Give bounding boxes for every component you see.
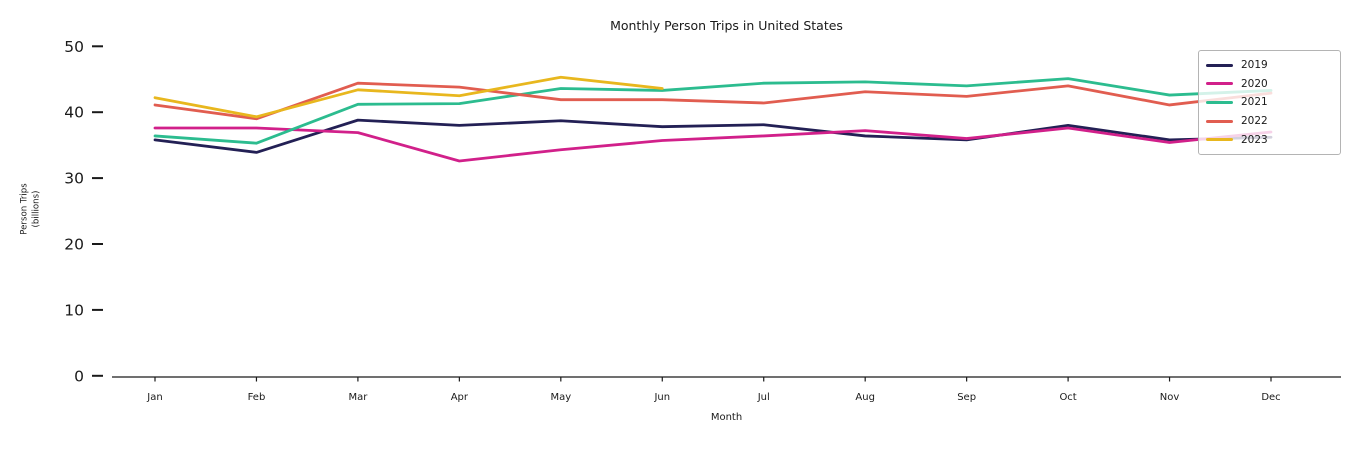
x-axis-label: Month <box>710 412 743 423</box>
y-tick-label: 10 <box>64 301 84 319</box>
series-line-2019 <box>153 118 1273 154</box>
legend-label-2020: 2020 <box>1241 77 1268 90</box>
y-tick-label: 40 <box>64 104 84 122</box>
x-tick-label: Dec <box>1261 392 1280 403</box>
y-tick-label: 50 <box>64 38 84 56</box>
legend-swatch-2019 <box>1206 63 1233 67</box>
series-line-2020 <box>153 126 1273 163</box>
x-tick-label: Jun <box>653 392 670 403</box>
legend-label-2022: 2022 <box>1241 115 1268 128</box>
legend-entry-2020: 2020 <box>1206 75 1332 94</box>
legend-entry-2022: 2022 <box>1206 112 1332 131</box>
legend: 2019 2020 2021 2022 2023 <box>1198 50 1341 155</box>
y-axis-label: Person Trips (billions) <box>19 183 42 234</box>
series-line-2022 <box>153 81 1273 121</box>
x-tick-label: Apr <box>451 392 469 403</box>
y-tick-label: 30 <box>64 170 84 188</box>
legend-label-2023: 2023 <box>1241 133 1268 146</box>
legend-entry-2021: 2021 <box>1206 93 1332 112</box>
x-tick-label: Jul <box>757 392 770 403</box>
legend-swatch-2023 <box>1206 138 1233 142</box>
legend-label-2021: 2021 <box>1241 96 1268 109</box>
legend-swatch-2022 <box>1206 119 1233 123</box>
legend-label-2019: 2019 <box>1241 59 1268 72</box>
y-axis-label-line2: (billions) <box>31 190 41 228</box>
x-tick-label: Feb <box>248 392 266 403</box>
x-tick-label: Mar <box>348 392 368 403</box>
x-tick-label: Oct <box>1059 392 1076 403</box>
x-tick-label: Sep <box>957 392 976 403</box>
x-tick-label: Jan <box>146 392 162 403</box>
chart-title: Monthly Person Trips in United States <box>610 18 843 33</box>
series-line-2023 <box>153 75 664 119</box>
legend-swatch-2021 <box>1206 100 1233 104</box>
x-tick-label: Aug <box>855 392 875 403</box>
x-tick-label: Nov <box>1160 392 1180 403</box>
y-tick-label: 0 <box>74 367 84 385</box>
legend-swatch-2020 <box>1206 82 1233 86</box>
y-axis-label-line1: Person Trips <box>19 183 30 235</box>
series-line-2021 <box>153 77 1273 145</box>
x-tick-label: May <box>550 392 571 403</box>
y-tick-label: 20 <box>64 236 84 254</box>
legend-entry-2019: 2019 <box>1206 56 1332 75</box>
legend-entry-2023: 2023 <box>1206 130 1332 149</box>
